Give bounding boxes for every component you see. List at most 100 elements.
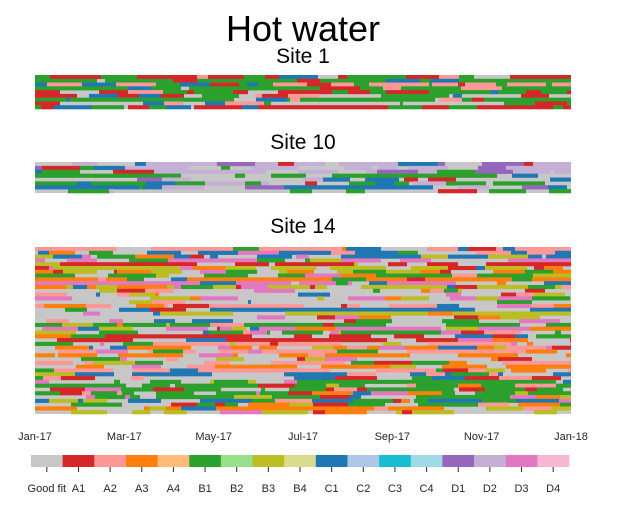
heatmap-cell: [326, 90, 332, 95]
heatmap-cell: [42, 326, 78, 331]
legend-swatch: [442, 455, 475, 467]
heatmap-cell: [257, 254, 292, 259]
heatmap-cell: [184, 181, 205, 186]
heatmap-cell: [508, 258, 512, 263]
heatmap-cell: [312, 345, 333, 350]
heatmap-cell: [450, 379, 490, 384]
heatmap-cell: [98, 391, 109, 396]
heatmap-cell: [427, 284, 447, 290]
heatmap-cell: [226, 338, 268, 343]
heatmap-cell: [336, 281, 348, 286]
heatmap-cell: [429, 82, 432, 87]
heatmap-cell: [220, 391, 256, 396]
heatmap-cell: [239, 82, 247, 87]
heatmap-cell: [117, 288, 145, 293]
heatmap-cell: [160, 311, 196, 316]
heatmap-cell: [508, 311, 521, 316]
heatmap-cell: [204, 273, 227, 278]
heatmap-cell: [218, 345, 231, 350]
heatmap-cell: [238, 250, 279, 255]
heatmap-cell: [35, 383, 74, 388]
heatmap-cell: [440, 281, 448, 286]
heatmap-cell: [461, 86, 502, 91]
heatmap-cell: [449, 360, 467, 365]
heatmap-cell: [84, 360, 93, 365]
heatmap-cell: [430, 78, 459, 83]
heatmap-cell: [448, 265, 476, 271]
heatmap-cell: [555, 284, 562, 290]
heatmap-cell: [266, 303, 304, 309]
legend-swatch: [220, 455, 253, 467]
heatmap-cell: [486, 406, 523, 411]
heatmap-cell: [405, 345, 438, 350]
heatmap-cell: [474, 322, 501, 328]
heatmap-cell: [442, 364, 445, 369]
heatmap-cell: [71, 334, 105, 339]
heatmap-cell: [515, 334, 528, 339]
heatmap-cell: [341, 185, 368, 190]
heatmap-cell: [194, 90, 233, 95]
heatmap-cell: [218, 86, 248, 91]
heatmap-cell: [566, 353, 571, 358]
heatmap-cell: [35, 165, 42, 171]
panel-title-site-10: Site 10: [270, 131, 335, 154]
heatmap-cell: [212, 383, 217, 388]
legend-swatch: [474, 455, 507, 467]
heatmap-cell: [169, 250, 181, 255]
heatmap-cell: [271, 265, 295, 271]
heatmap-cell: [195, 341, 230, 346]
heatmap-cell: [406, 173, 445, 178]
heatmap-cell: [232, 326, 246, 331]
heatmap-cell: [251, 383, 258, 388]
heatmap-cell: [505, 353, 518, 358]
legend-label: D3: [514, 483, 528, 495]
heatmap-cell: [472, 97, 484, 102]
heatmap-cell: [93, 322, 117, 328]
heatmap-cell: [341, 273, 376, 278]
heatmap-cell: [394, 181, 409, 186]
heatmap-cell: [332, 277, 341, 282]
heatmap-cell: [459, 75, 474, 80]
heatmap-cell: [35, 330, 76, 335]
heatmap-cell: [97, 265, 106, 271]
heatmap-cell: [278, 273, 305, 278]
heatmap-cell: [35, 376, 43, 381]
heatmap-cell: [499, 376, 532, 381]
heatmap-cell: [267, 368, 299, 373]
heatmap-cell: [458, 402, 478, 407]
heatmap-cell: [54, 277, 68, 282]
heatmap-cell: [154, 169, 166, 174]
heatmap-cell: [255, 162, 269, 167]
heatmap-cell: [383, 86, 401, 91]
heatmap-cell: [410, 303, 437, 309]
heatmap-cell: [50, 75, 92, 80]
heatmap-cell: [313, 410, 325, 415]
heatmap-cell: [191, 97, 198, 102]
heatmap-cell: [129, 258, 168, 263]
heatmap-cell: [446, 326, 478, 331]
heatmap-cell: [349, 395, 361, 400]
legend-label: C4: [420, 483, 434, 495]
heatmap-cell: [457, 398, 482, 403]
heatmap-cell: [92, 105, 124, 110]
heatmap-cell: [342, 406, 374, 411]
heatmap-cell: [260, 391, 279, 396]
heatmap-cell: [135, 162, 146, 167]
heatmap-cell: [491, 90, 498, 95]
heatmap-cell: [82, 391, 91, 396]
heatmap-cell: [51, 277, 54, 282]
heatmap-cell: [541, 78, 571, 83]
heatmap-cell: [504, 101, 535, 106]
heatmap-cell: [227, 364, 259, 369]
heatmap-cell: [116, 97, 142, 102]
heatmap-cell: [106, 277, 127, 282]
heatmap-cell: [86, 303, 100, 309]
heatmap-cell: [279, 353, 308, 358]
heatmap-cell: [279, 75, 318, 80]
heatmap-cell: [407, 349, 430, 354]
heatmap-cell: [562, 322, 571, 328]
heatmap-cell: [418, 169, 437, 174]
heatmap-cell: [116, 82, 153, 87]
heatmap-cell: [453, 93, 462, 98]
heatmap-cell: [233, 247, 259, 252]
